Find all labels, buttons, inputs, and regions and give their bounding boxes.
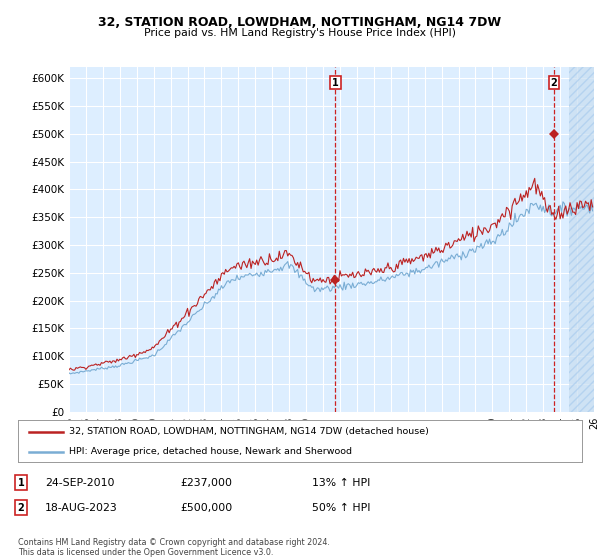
Text: £500,000: £500,000: [180, 503, 232, 513]
Text: 32, STATION ROAD, LOWDHAM, NOTTINGHAM, NG14 7DW: 32, STATION ROAD, LOWDHAM, NOTTINGHAM, N…: [98, 16, 502, 29]
Text: 50% ↑ HPI: 50% ↑ HPI: [312, 503, 371, 513]
Text: 24-SEP-2010: 24-SEP-2010: [45, 478, 115, 488]
Text: Price paid vs. HM Land Registry's House Price Index (HPI): Price paid vs. HM Land Registry's House …: [144, 28, 456, 38]
Text: 1: 1: [332, 77, 339, 87]
Text: 13% ↑ HPI: 13% ↑ HPI: [312, 478, 370, 488]
Text: 32, STATION ROAD, LOWDHAM, NOTTINGHAM, NG14 7DW (detached house): 32, STATION ROAD, LOWDHAM, NOTTINGHAM, N…: [69, 427, 428, 436]
Text: HPI: Average price, detached house, Newark and Sherwood: HPI: Average price, detached house, Newa…: [69, 447, 352, 456]
Text: 2: 2: [550, 77, 557, 87]
Text: 1: 1: [17, 478, 25, 488]
Text: £237,000: £237,000: [180, 478, 232, 488]
Text: 2: 2: [17, 503, 25, 513]
Text: 18-AUG-2023: 18-AUG-2023: [45, 503, 118, 513]
Text: Contains HM Land Registry data © Crown copyright and database right 2024.
This d: Contains HM Land Registry data © Crown c…: [18, 538, 330, 557]
